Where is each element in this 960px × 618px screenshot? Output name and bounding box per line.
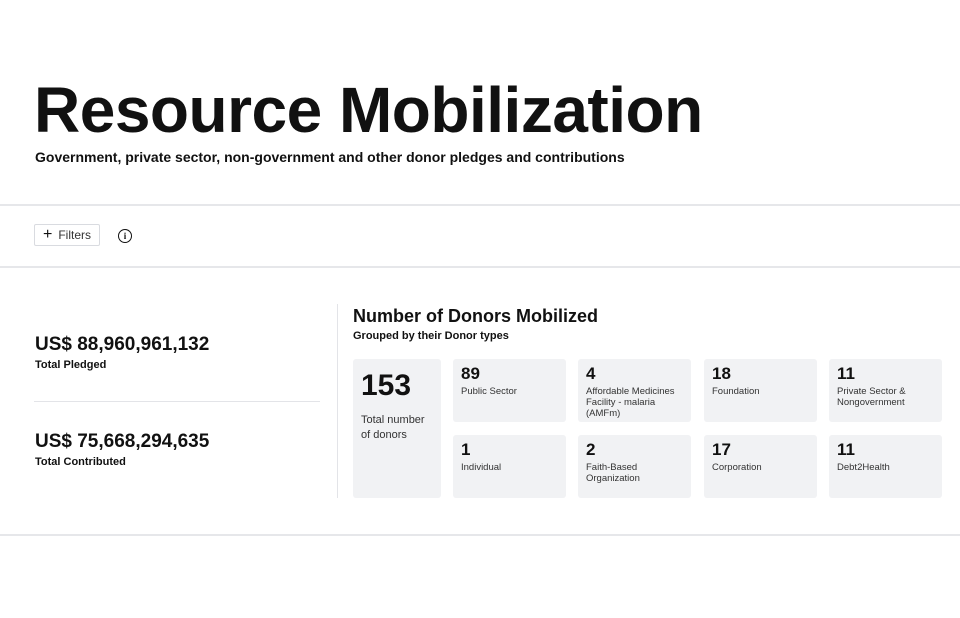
- donors-subtitle: Grouped by their Donor types: [353, 330, 509, 342]
- toolbar-divider: [0, 266, 960, 268]
- donor-type-label: Corporation: [712, 462, 762, 473]
- filters-button[interactable]: + Filters: [34, 224, 100, 246]
- donor-type-label: Individual: [461, 462, 502, 473]
- donor-type-count: 4: [586, 364, 596, 383]
- donor-type-count: 2: [586, 440, 596, 459]
- total-donors-label: Total number of donors: [361, 414, 425, 441]
- info-icon[interactable]: i: [118, 229, 132, 243]
- content-bottom-divider: [0, 534, 960, 536]
- donor-type-card: 2 Faith-Based Organization: [578, 435, 691, 498]
- donor-type-count: 11: [837, 364, 855, 383]
- donor-type-label: Private Sector & Nongovernment: [837, 386, 906, 408]
- donor-type-card: 1 Individual: [453, 435, 566, 498]
- page-subtitle: Government, private sector, non-governme…: [35, 149, 625, 165]
- donor-type-count: 1: [461, 440, 471, 459]
- total-donors-card: 153 Total number of donors: [353, 359, 441, 498]
- donor-type-card: 17 Corporation: [704, 435, 817, 498]
- page-title: Resource Mobilization: [34, 74, 703, 146]
- header-divider: [0, 204, 960, 206]
- total-contributed-amount: US$ 75,668,294,635: [35, 431, 210, 452]
- plus-icon: +: [42, 226, 53, 243]
- section-divider: [337, 304, 338, 498]
- donor-type-label: Public Sector: [461, 386, 517, 397]
- total-donors-count: 153: [361, 369, 412, 402]
- donor-type-card: 18 Foundation: [704, 359, 817, 422]
- donor-type-count: 89: [461, 364, 480, 383]
- total-pledged-label: Total Pledged: [35, 359, 107, 371]
- donor-type-count: 18: [712, 364, 731, 383]
- donor-type-count: 11: [837, 440, 855, 459]
- donor-type-label: Faith-Based Organization: [586, 462, 640, 484]
- donor-type-label: Debt2Health: [837, 462, 890, 473]
- donor-type-count: 17: [712, 440, 731, 459]
- total-contributed-label: Total Contributed: [35, 456, 126, 468]
- donors-title: Number of Donors Mobilized: [353, 306, 598, 326]
- donor-type-card: 4 Affordable Medicines Facility - malari…: [578, 359, 691, 422]
- stats-divider: [34, 401, 320, 402]
- donor-type-card: 89 Public Sector: [453, 359, 566, 422]
- donor-type-label: Foundation: [712, 386, 760, 397]
- donor-type-card: 11 Private Sector & Nongovernment: [829, 359, 942, 422]
- filters-button-label: Filters: [58, 228, 91, 242]
- donor-type-card: 11 Debt2Health: [829, 435, 942, 498]
- donor-type-label: Affordable Medicines Facility - malaria …: [586, 386, 675, 419]
- total-pledged-amount: US$ 88,960,961,132: [35, 334, 210, 355]
